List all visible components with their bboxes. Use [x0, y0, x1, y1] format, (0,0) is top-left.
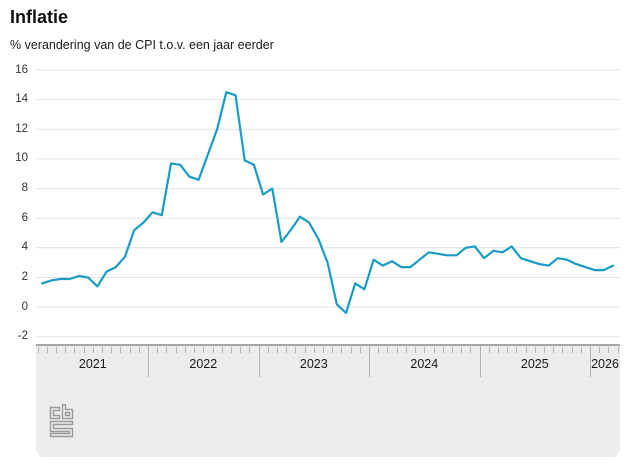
year-separator [590, 346, 591, 377]
month-tick [359, 347, 361, 353]
month-tick [55, 347, 57, 353]
y-axis-tick-label: 0 [21, 300, 28, 313]
month-tick [387, 347, 389, 353]
month-tick [46, 347, 48, 353]
month-tick [617, 347, 619, 353]
month-tick [525, 347, 527, 353]
month-tick [433, 347, 435, 353]
month-tick [488, 347, 490, 353]
month-tick [267, 347, 269, 353]
month-tick [580, 347, 582, 353]
chart-title: Inflatie [10, 7, 69, 27]
year-separator [479, 346, 481, 377]
month-tick [415, 347, 416, 353]
y-axis-tick-label: -2 [17, 330, 28, 343]
month-tick [442, 347, 444, 353]
month-tick [166, 347, 168, 353]
y-axis-tick-label: 8 [21, 182, 28, 195]
x-axis-year-label: 2022 [189, 357, 218, 371]
month-tick [571, 347, 573, 353]
x-axis-year-label: 2026 [591, 357, 619, 371]
month-tick [553, 347, 555, 353]
month-tick [295, 347, 297, 353]
plot-area [36, 69, 620, 338]
month-tick [599, 347, 601, 353]
month-tick [240, 347, 242, 353]
month-tick [396, 347, 398, 353]
month-tick [83, 347, 85, 353]
y-axis-tick-label: 12 [15, 122, 28, 135]
month-tick [37, 347, 39, 353]
month-tick [111, 347, 113, 353]
month-tick [534, 347, 536, 353]
month-tick [249, 347, 251, 353]
y-axis-tick-label: 6 [21, 211, 28, 224]
month-tick [65, 347, 67, 353]
x-axis-year-label: 2024 [410, 357, 439, 371]
y-axis-tick-label: 2 [21, 270, 28, 283]
month-tick [286, 347, 288, 353]
month-tick [470, 347, 472, 353]
month-tick [194, 347, 195, 353]
month-tick [184, 347, 186, 353]
month-tick [497, 347, 499, 353]
month-tick [378, 347, 380, 353]
month-tick [516, 347, 518, 353]
month-tick [120, 347, 122, 353]
month-tick [461, 347, 463, 353]
month-tick [544, 347, 545, 353]
cbs-logo [49, 404, 74, 438]
month-tick [203, 347, 205, 353]
year-separator [148, 346, 149, 377]
month-tick [424, 347, 426, 353]
x-axis-year-label: 2021 [78, 357, 107, 371]
year-separator [258, 346, 260, 377]
x-axis-year-label: 2025 [520, 357, 549, 371]
x-axis-year-label: 2023 [299, 357, 328, 371]
month-tick [212, 347, 214, 353]
month-tick [138, 347, 140, 353]
month-tick [304, 347, 306, 353]
month-tick [332, 347, 334, 353]
month-tick [323, 347, 324, 353]
chart-subtitle: % verandering van de CPI t.o.v. een jaar… [10, 38, 274, 52]
month-tick [129, 347, 131, 353]
month-tick [507, 347, 509, 353]
month-tick [341, 347, 343, 353]
y-axis-tick-label: 14 [15, 93, 28, 106]
inflation-line-series [40, 91, 615, 315]
year-separator [369, 346, 370, 377]
month-tick [74, 347, 76, 353]
month-tick [157, 347, 159, 353]
y-axis-tick-label: 4 [21, 241, 28, 254]
y-axis-tick-label: 10 [15, 152, 28, 165]
month-tick [175, 347, 177, 353]
month-tick [313, 347, 315, 353]
y-axis-tick-label: 16 [15, 63, 28, 76]
gridlines [36, 69, 620, 338]
month-tick [92, 347, 94, 353]
x-axis-band: 2021 2022 2023 2024 2025 2026 [36, 344, 620, 457]
month-tick [405, 347, 407, 353]
month-tick [102, 347, 103, 353]
month-tick [230, 347, 232, 353]
month-tick [562, 347, 564, 353]
month-tick [451, 347, 453, 353]
month-tick [350, 347, 352, 353]
month-tick [221, 347, 223, 353]
month-tick [608, 347, 610, 353]
month-tick [276, 347, 278, 353]
